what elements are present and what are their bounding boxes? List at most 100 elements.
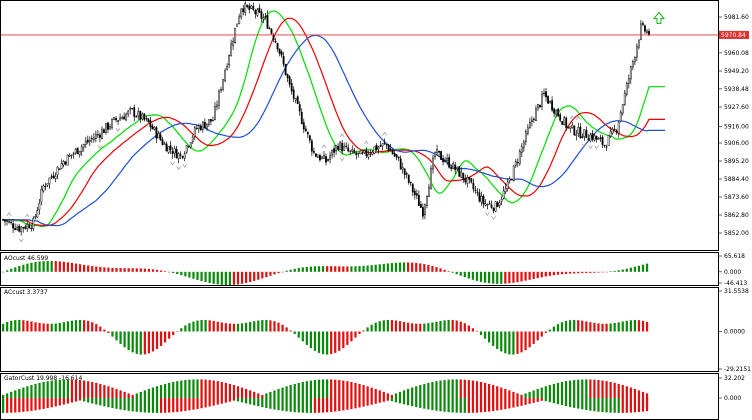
gator-upper-bar — [313, 380, 317, 398]
candle — [369, 149, 372, 157]
gator-upper-bar — [593, 379, 596, 398]
candle — [442, 155, 444, 166]
gator-lower-bar — [188, 398, 191, 411]
osc-bar — [301, 331, 304, 342]
osc-bar — [597, 271, 600, 273]
osc-bar — [10, 268, 13, 272]
candle — [195, 124, 198, 130]
candle — [454, 161, 457, 174]
candle — [236, 23, 239, 27]
osc-bar — [204, 320, 207, 332]
osc-bar — [184, 271, 187, 277]
candle — [547, 95, 549, 104]
price-panel-frame — [0, 0, 719, 251]
candle — [595, 135, 598, 143]
osc-bar — [346, 331, 349, 345]
candle — [440, 150, 442, 160]
osc-bar — [18, 319, 21, 332]
osc-bar — [540, 331, 543, 337]
gator-upper-bar — [143, 390, 146, 398]
osc-bar — [548, 329, 551, 332]
osc-bar — [87, 265, 90, 272]
osc-bar — [261, 271, 264, 279]
osc-tick-label: 31.5538 — [724, 288, 749, 295]
osc-bar — [135, 331, 138, 354]
ao-panel-label: AOcust 46.599 — [4, 255, 48, 262]
gator-upper-bar — [232, 385, 236, 398]
gator-upper-bar — [111, 387, 114, 398]
osc-bar — [159, 331, 163, 346]
osc-bar — [455, 271, 458, 275]
gator-upper-bar — [228, 383, 232, 398]
gator-upper-bar — [66, 379, 70, 398]
candle — [593, 133, 596, 142]
osc-bar — [66, 321, 70, 332]
ao-panel-frame — [0, 252, 719, 286]
gator-lower-bar — [115, 398, 118, 409]
ac-panel[interactable]: ACcust 3.3737 31.5538 0.0000 -29.2151 — [0, 287, 752, 374]
osc-bar — [500, 331, 503, 352]
candle — [62, 160, 65, 168]
osc-bar — [334, 331, 337, 353]
gator-lower-bar — [293, 398, 296, 413]
candle — [212, 116, 214, 122]
gator-upper-bar — [435, 381, 438, 398]
gator-lower-bar — [540, 398, 543, 401]
gator-upper-bar — [293, 383, 296, 398]
candle — [419, 200, 422, 208]
osc-bar — [313, 266, 317, 272]
osc-bar — [581, 271, 584, 274]
candle — [32, 216, 35, 232]
candle — [163, 141, 166, 145]
ao-panel[interactable]: AOcust 46.599 65.618 0.000 -46.413 — [0, 252, 748, 288]
osc-bar — [483, 331, 487, 339]
gator-lower-bar — [548, 398, 551, 403]
candle — [436, 144, 438, 156]
candle — [496, 201, 499, 208]
candle — [284, 63, 287, 76]
gator-panel[interactable]: GatorCust 19.998 -16.614 32.202 0.000 — [0, 373, 746, 420]
osc-bar — [597, 323, 600, 332]
candle — [411, 182, 414, 197]
gator-upper-bar — [382, 391, 385, 398]
candle — [315, 153, 317, 158]
gator-lower-bar — [488, 398, 491, 412]
gator-lower-bar — [232, 398, 236, 401]
candle — [625, 81, 628, 97]
osc-bar — [459, 321, 462, 332]
osc-bar — [172, 271, 175, 273]
osc-bar — [70, 262, 74, 272]
gator-lower-bar — [564, 398, 568, 407]
candle — [181, 155, 184, 160]
gator-upper-bar — [95, 382, 98, 398]
candle — [76, 147, 79, 155]
gator-lower-bar — [516, 398, 519, 407]
candle — [389, 144, 392, 151]
gator-lower-bar — [330, 398, 333, 412]
candle — [464, 174, 467, 185]
gator-lower-bar — [398, 398, 402, 404]
gator-lower-bar — [585, 398, 588, 411]
candle — [577, 122, 580, 138]
osc-bar — [536, 331, 539, 341]
candle — [86, 135, 89, 145]
osc-bar — [447, 320, 450, 332]
candle — [115, 116, 117, 123]
price-panel[interactable]: 5981.60 5970.84 5960.08 5949.20 5938.48 5927.… — [0, 0, 750, 251]
candle — [12, 218, 15, 233]
gator-upper-bar — [629, 387, 632, 398]
gator-lower-bar — [269, 398, 272, 409]
candle — [210, 119, 212, 126]
osc-bar — [488, 271, 491, 284]
gator-lower-bar — [362, 398, 365, 407]
osc-bar — [196, 271, 199, 280]
osc-bar — [471, 328, 475, 332]
candle — [246, 4, 249, 9]
candle — [302, 118, 305, 134]
candle — [575, 129, 578, 141]
gator-upper-bar — [330, 379, 333, 398]
fractal-down-arrow — [170, 161, 175, 166]
candle — [153, 126, 156, 131]
gator-lower-bar — [605, 398, 608, 413]
